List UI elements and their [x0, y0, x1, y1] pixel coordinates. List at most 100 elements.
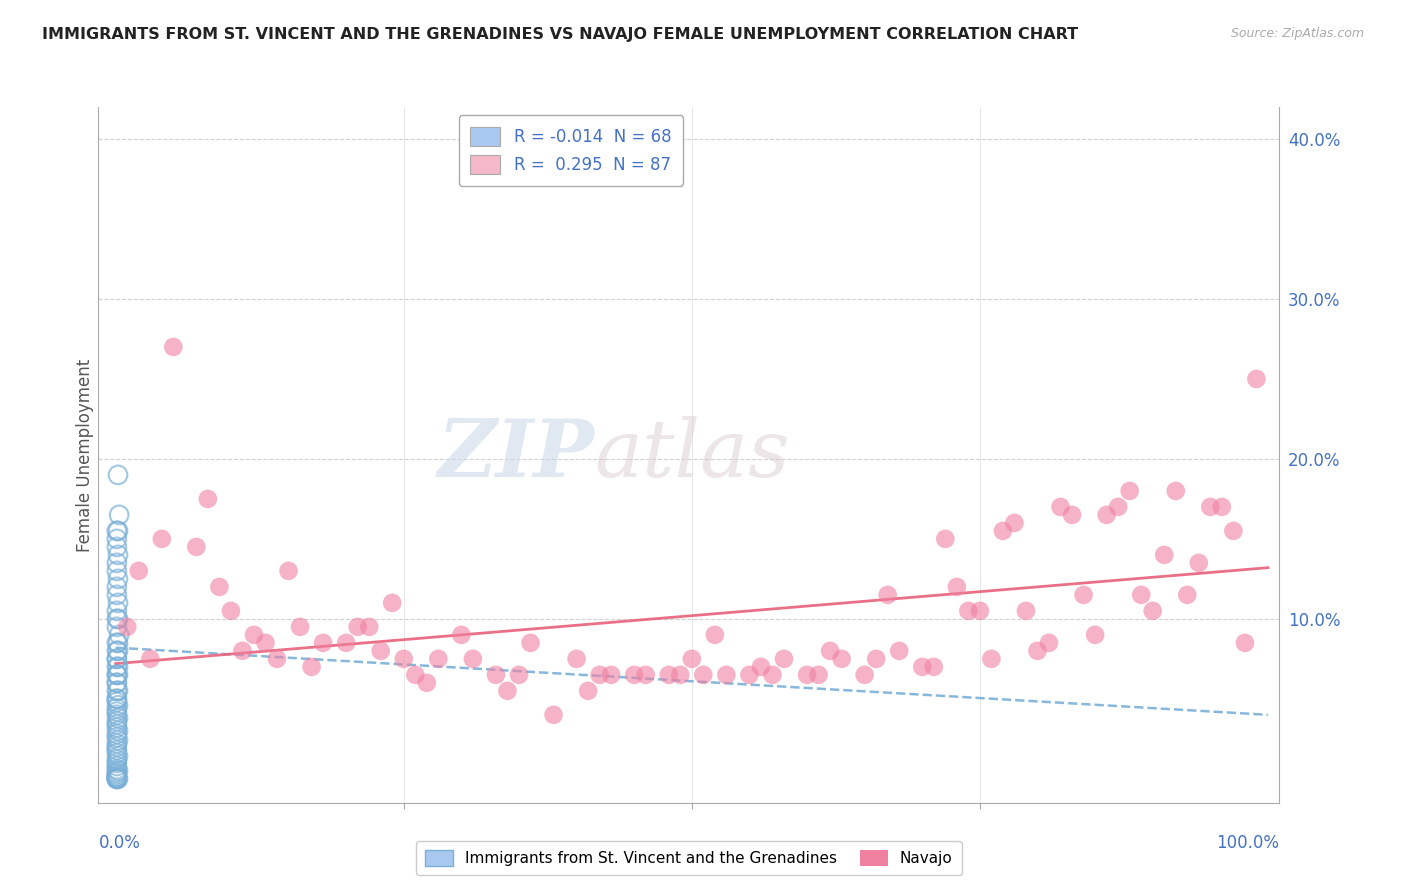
Point — [623, 668, 645, 682]
Point — [738, 668, 761, 682]
Point — [853, 668, 876, 682]
Point — [105, 701, 128, 715]
Point — [922, 660, 945, 674]
Point — [1038, 636, 1060, 650]
Point — [105, 644, 128, 658]
Point — [1107, 500, 1129, 514]
Point — [105, 695, 128, 709]
Point — [807, 668, 830, 682]
Point — [1130, 588, 1153, 602]
Point — [107, 548, 129, 562]
Point — [105, 652, 128, 666]
Point — [108, 508, 131, 522]
Point — [105, 772, 128, 786]
Point — [105, 636, 128, 650]
Point — [219, 604, 242, 618]
Point — [1164, 483, 1187, 498]
Point — [107, 572, 129, 586]
Point — [105, 765, 128, 780]
Point — [543, 707, 565, 722]
Point — [1153, 548, 1175, 562]
Point — [681, 652, 703, 666]
Point — [312, 636, 335, 650]
Point — [796, 668, 818, 682]
Point — [107, 772, 129, 786]
Point — [105, 676, 128, 690]
Point — [1199, 500, 1222, 514]
Point — [107, 467, 129, 482]
Point — [370, 644, 392, 658]
Point — [105, 604, 128, 618]
Point — [105, 652, 128, 666]
Point — [197, 491, 219, 506]
Point — [231, 644, 253, 658]
Point — [105, 707, 128, 722]
Point — [105, 668, 128, 682]
Text: 100.0%: 100.0% — [1216, 834, 1279, 852]
Point — [335, 636, 357, 650]
Point — [150, 532, 173, 546]
Point — [565, 652, 588, 666]
Point — [946, 580, 969, 594]
Point — [105, 767, 128, 781]
Point — [105, 714, 128, 729]
Point — [392, 652, 415, 666]
Point — [761, 668, 783, 682]
Point — [105, 772, 128, 786]
Point — [1211, 500, 1233, 514]
Point — [108, 628, 131, 642]
Legend: Immigrants from St. Vincent and the Grenadines, Navajo: Immigrants from St. Vincent and the Gren… — [416, 841, 962, 875]
Text: 0.0%: 0.0% — [98, 834, 141, 852]
Point — [934, 532, 956, 546]
Point — [105, 668, 128, 682]
Point — [105, 676, 128, 690]
Point — [1175, 588, 1198, 602]
Point — [600, 668, 623, 682]
Point — [105, 772, 128, 786]
Point — [243, 628, 266, 642]
Point — [139, 652, 162, 666]
Point — [107, 698, 129, 713]
Point — [703, 628, 725, 642]
Point — [107, 749, 129, 764]
Point — [831, 652, 853, 666]
Point — [266, 652, 288, 666]
Point — [105, 564, 128, 578]
Point — [105, 770, 128, 784]
Point — [107, 644, 129, 658]
Point — [301, 660, 323, 674]
Point — [1026, 644, 1049, 658]
Text: IMMIGRANTS FROM ST. VINCENT AND THE GRENADINES VS NAVAJO FEMALE UNEMPLOYMENT COR: IMMIGRANTS FROM ST. VINCENT AND THE GREN… — [42, 27, 1078, 42]
Point — [889, 644, 911, 658]
Point — [381, 596, 404, 610]
Point — [427, 652, 450, 666]
Point — [186, 540, 208, 554]
Point — [1188, 556, 1211, 570]
Point — [1004, 516, 1026, 530]
Point — [485, 668, 508, 682]
Point — [105, 730, 128, 744]
Point — [634, 668, 657, 682]
Point — [105, 691, 128, 706]
Point — [749, 660, 772, 674]
Point — [128, 564, 150, 578]
Point — [107, 660, 129, 674]
Point — [1222, 524, 1244, 538]
Point — [404, 668, 426, 682]
Point — [105, 660, 128, 674]
Point — [105, 612, 128, 626]
Point — [969, 604, 991, 618]
Point — [957, 604, 980, 618]
Point — [1233, 636, 1256, 650]
Point — [107, 524, 129, 538]
Point — [105, 580, 128, 594]
Point — [450, 628, 472, 642]
Point — [1095, 508, 1118, 522]
Point — [416, 676, 439, 690]
Point — [107, 596, 129, 610]
Point — [1142, 604, 1164, 618]
Point — [105, 532, 128, 546]
Point — [991, 524, 1014, 538]
Point — [588, 668, 610, 682]
Point — [818, 644, 841, 658]
